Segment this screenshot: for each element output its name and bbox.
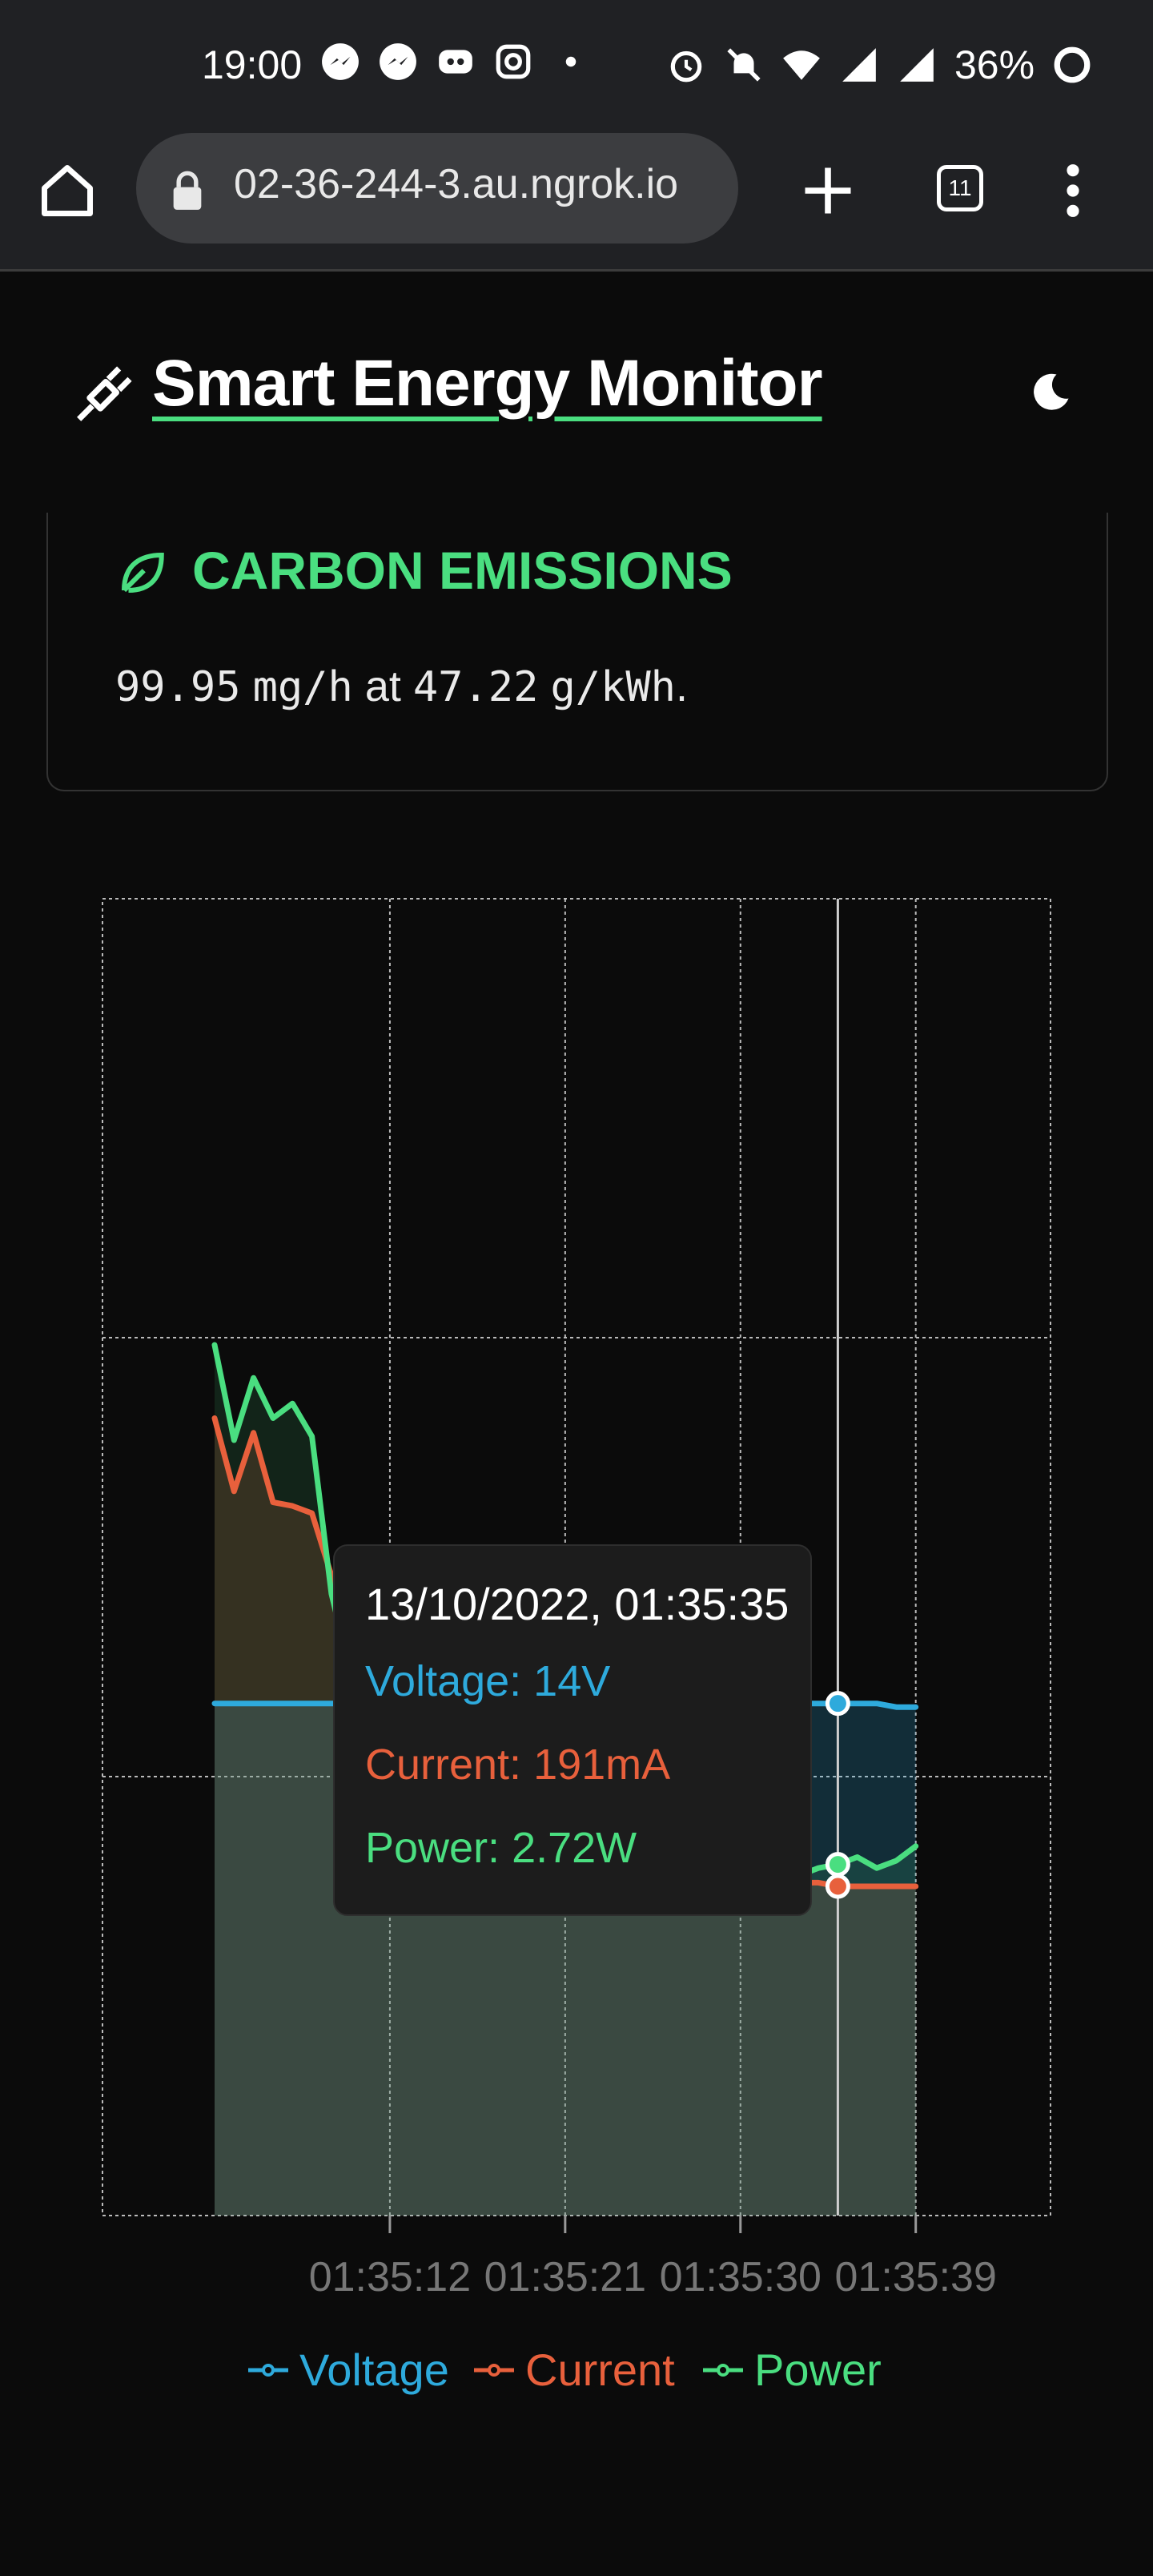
chart-legend: Voltage Current Power xyxy=(0,2344,1153,2400)
messenger-icon xyxy=(380,43,416,80)
plug-icon xyxy=(77,366,132,421)
tooltip-power: Power: 2.72W xyxy=(365,1824,637,1872)
moon-icon[interactable] xyxy=(1026,368,1075,417)
messenger-icon xyxy=(322,43,359,80)
power-hover-point xyxy=(825,1852,850,1878)
legend-label-voltage: Voltage xyxy=(299,2345,449,2395)
lock-icon xyxy=(173,171,202,210)
x-tick-label: 01:35:30 xyxy=(660,2254,822,2300)
emission-unit: mg/h xyxy=(252,663,353,711)
intensity-unit: g/kWh xyxy=(550,663,676,711)
emission-value: 99.95 xyxy=(115,663,241,711)
intensity-value: 47.22 xyxy=(412,663,539,711)
x-tick-label: 01:35:39 xyxy=(834,2254,996,2300)
battery-percent: 36% xyxy=(954,42,1035,87)
page-title[interactable]: Smart Energy Monitor xyxy=(152,347,823,420)
alarm-icon xyxy=(670,50,702,83)
x-tick-label: 01:35:21 xyxy=(484,2254,646,2300)
x-tick-label: 01:35:12 xyxy=(309,2254,471,2300)
signal-icon xyxy=(842,48,876,82)
url-text[interactable]: 02-36-244-3.au.ngrok.io xyxy=(234,161,679,207)
chart-tooltip: 13/10/2022, 01:35:35 Voltage: 14V Curren… xyxy=(333,1544,812,1916)
tooltip-timestamp: 13/10/2022, 01:35:35 xyxy=(365,1579,789,1629)
at-text: at xyxy=(364,662,401,710)
more-menu-icon[interactable] xyxy=(1057,160,1089,221)
legend-label-power: Power xyxy=(754,2345,882,2395)
legend-label-current: Current xyxy=(525,2345,675,2395)
power-swatch-icon xyxy=(703,2363,743,2377)
voltage-swatch-icon xyxy=(248,2363,288,2377)
current-area xyxy=(215,1418,916,2216)
voltage-hover-point xyxy=(825,1691,850,1717)
tooltip-voltage: Voltage: 14V xyxy=(365,1657,611,1705)
discord-icon xyxy=(439,50,472,74)
battery-ring-icon xyxy=(1054,46,1091,83)
instagram-icon xyxy=(496,44,531,79)
signal-icon xyxy=(900,48,934,82)
dot-icon xyxy=(565,56,576,67)
power-area xyxy=(215,1345,916,2216)
legend-item-power[interactable]: Power xyxy=(703,2344,882,2396)
carbon-reading: 99.95 mg/h at 47.22 g/kWh. xyxy=(115,662,688,711)
status-bar: 19:00 36% xyxy=(0,0,1153,128)
period-text: . xyxy=(675,662,688,710)
carbon-title: CARBON EMISSIONS xyxy=(192,541,733,600)
legend-item-voltage[interactable]: Voltage xyxy=(248,2344,449,2396)
bell-off-icon xyxy=(727,48,761,82)
system-icons: 36% xyxy=(666,42,1092,88)
address-bar[interactable] xyxy=(136,133,738,244)
new-tab-icon[interactable] xyxy=(797,160,858,221)
home-icon[interactable] xyxy=(37,160,98,221)
legend-item-current[interactable]: Current xyxy=(474,2344,675,2396)
current-hover-point xyxy=(825,1874,850,1899)
leaf-icon xyxy=(121,552,164,594)
status-time: 19:00 xyxy=(202,42,303,87)
notification-icons xyxy=(320,42,591,82)
carbon-emissions-card xyxy=(46,513,1108,791)
plot-border xyxy=(102,898,1051,2216)
tooltip-current: Current: 191mA xyxy=(365,1741,671,1789)
tab-switcher-button[interactable]: 11 xyxy=(937,165,983,211)
current-swatch-icon xyxy=(474,2363,514,2377)
wifi-icon xyxy=(783,50,820,80)
